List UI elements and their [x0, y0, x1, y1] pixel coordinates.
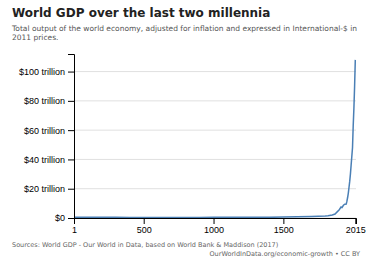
marks — [74, 60, 355, 218]
y-axis: $0 $20 trillion $40 trillion $60 trillion $8… — [19, 55, 75, 224]
tick-mark — [68, 159, 74, 160]
tick-label: $0 — [55, 213, 65, 223]
tick-mark — [355, 218, 356, 224]
tick: 1500 — [274, 218, 294, 235]
tick-mark — [283, 218, 284, 224]
grid-line — [74, 188, 356, 189]
tick-mark — [68, 101, 74, 102]
axis-line — [75, 219, 357, 225]
subtitle: Total output of the world economy, adjus… — [11, 24, 357, 42]
tick: 1000 — [204, 218, 224, 235]
tick-mark — [68, 189, 74, 190]
plot-area: 1500100015002015$0$20 trillion$40 trilli… — [19, 55, 366, 236]
tick: $80 trillion — [24, 96, 74, 106]
tick-mark — [144, 218, 145, 224]
grid-line — [74, 130, 356, 131]
tick: $0 — [55, 213, 74, 223]
source-note: OurWorldInData.org/economic-growth • CC … — [209, 250, 360, 258]
tick-mark — [214, 218, 215, 224]
tick: $20 trillion — [24, 184, 74, 194]
tick-mark — [68, 72, 74, 73]
tick-label: $20 trillion — [24, 184, 65, 194]
axis-line — [68, 55, 75, 219]
tick: $40 trillion — [24, 155, 74, 165]
tick-label: 1500 — [274, 225, 294, 235]
grid — [74, 72, 356, 218]
grid-line — [74, 159, 356, 160]
source-note: Sources: World GDP - Our World in Data, … — [12, 241, 278, 249]
tick-label: 1000 — [204, 225, 224, 235]
title: World GDP over the last two millennia — [12, 6, 270, 20]
tick-label: $60 trillion — [24, 126, 65, 136]
x-axis: 1500100015002015 — [72, 218, 366, 235]
grid-line — [74, 100, 356, 101]
tick-mark — [68, 218, 74, 219]
tick: 1 — [72, 218, 77, 235]
tick-mark — [68, 130, 74, 131]
tick-label: 1 — [72, 225, 77, 235]
text-line: 2011 prices. — [12, 33, 58, 42]
tick: $100 trillion — [19, 67, 74, 77]
line — [74, 60, 355, 218]
tick: $60 trillion — [24, 126, 74, 136]
tick-label: $80 trillion — [24, 96, 65, 106]
tick-label: 2015 — [346, 225, 366, 235]
chart: World GDP over the last two millennia Tot… — [0, 0, 370, 262]
tick-label: 500 — [137, 225, 152, 235]
grid-line — [74, 71, 356, 72]
text-line: Total output of the world economy, adjus… — [11, 24, 357, 33]
tick-label: $100 trillion — [19, 67, 65, 77]
tick-label: $40 trillion — [24, 155, 65, 165]
tick: 500 — [137, 218, 152, 235]
tick: 2015 — [346, 218, 366, 235]
